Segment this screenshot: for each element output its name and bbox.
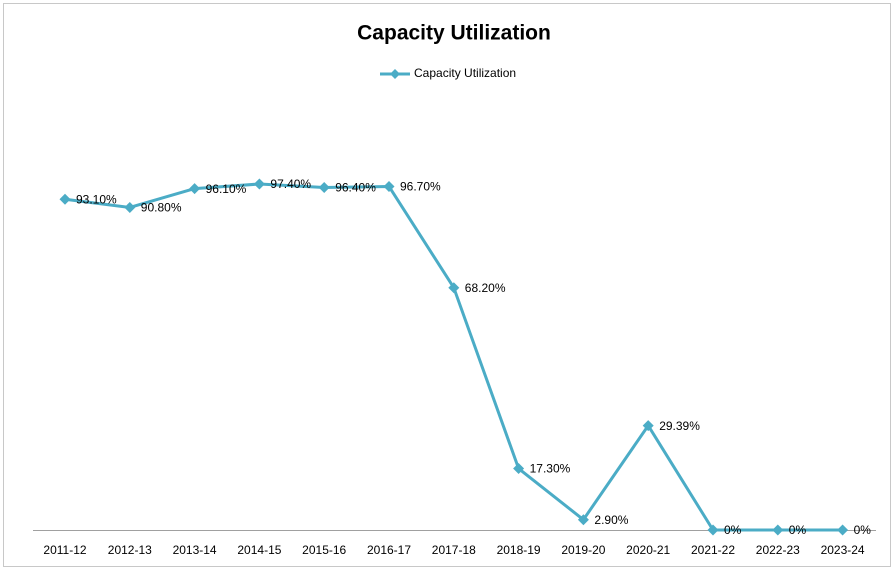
data-label: 17.30%: [530, 462, 571, 476]
x-tick-label: 2023-24: [821, 543, 865, 557]
legend-marker: [390, 69, 400, 79]
data-label: 2.90%: [594, 513, 628, 527]
data-point: [189, 183, 201, 195]
x-tick-label: 2012-13: [108, 543, 152, 557]
data-point: [448, 282, 460, 294]
chart-border: [3, 3, 891, 567]
x-tick-label: 2019-20: [561, 543, 605, 557]
legend-label: Capacity Utilization: [414, 66, 516, 80]
data-point: [772, 524, 784, 536]
x-tick-label: 2011-12: [43, 543, 86, 557]
x-tick-label: 2016-17: [367, 543, 411, 557]
data-label: 90.80%: [141, 201, 182, 215]
data-label: 0%: [724, 523, 742, 537]
data-label: 0%: [854, 523, 872, 537]
data-point: [124, 201, 136, 213]
data-label: 97.40%: [270, 177, 311, 191]
data-label: 0%: [789, 523, 807, 537]
data-point: [383, 180, 395, 192]
x-tick-label: 2017-18: [432, 543, 476, 557]
data-point: [59, 193, 71, 205]
data-point: [253, 178, 265, 190]
data-point: [642, 420, 654, 432]
x-tick-label: 2021-22: [691, 543, 735, 557]
data-point: [577, 514, 589, 526]
data-label: 68.20%: [465, 281, 506, 295]
x-tick-label: 2013-14: [173, 543, 217, 557]
x-tick-label: 2022-23: [756, 543, 800, 557]
x-tick-label: 2014-15: [237, 543, 281, 557]
data-label: 96.40%: [335, 181, 376, 195]
x-tick-label: 2018-19: [497, 543, 541, 557]
data-label: 96.70%: [400, 180, 441, 194]
data-label: 93.10%: [76, 192, 117, 206]
data-point: [513, 463, 525, 475]
data-point: [707, 524, 719, 536]
data-label: 96.10%: [206, 182, 247, 196]
data-point: [837, 524, 849, 536]
data-label: 29.39%: [659, 419, 700, 433]
x-tick-label: 2015-16: [302, 543, 346, 557]
x-tick-label: 2020-21: [626, 543, 670, 557]
data-point: [318, 182, 330, 194]
chart-title: Capacity Utilization: [357, 22, 551, 45]
